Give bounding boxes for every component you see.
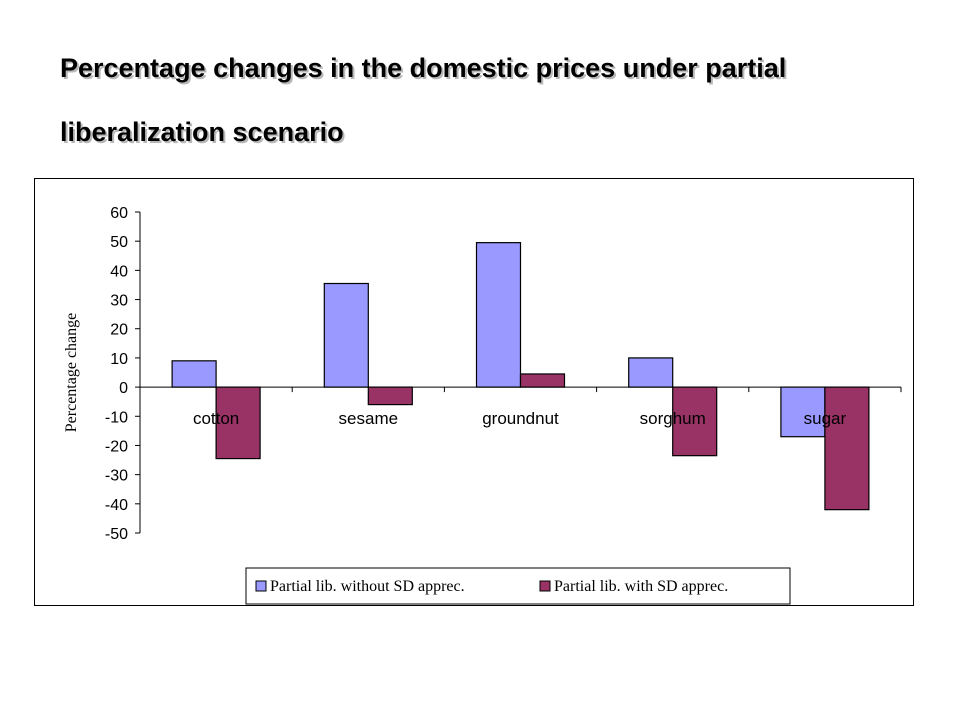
y-tick-label: 0 bbox=[119, 380, 128, 397]
slide-title-line-1: Percentage changes in the domestic price… bbox=[60, 53, 787, 83]
slide-title: Percentage changes in the domestic price… bbox=[60, 36, 920, 164]
y-tick-label: 20 bbox=[110, 322, 128, 339]
bar-sorghum-series-2 bbox=[672, 386, 718, 457]
slide-title-line-2: liberalization scenario bbox=[60, 117, 344, 147]
legend-swatch-1 bbox=[255, 580, 267, 592]
x-category-label: sugar bbox=[804, 409, 847, 428]
bar-sugar-series-1 bbox=[780, 386, 826, 438]
y-axis-title: Percentage change bbox=[63, 313, 80, 432]
y-tick-label: 10 bbox=[110, 351, 128, 368]
legend-label-1: Partial lib. without SD apprec. bbox=[270, 578, 465, 595]
bar-chart: 60 50 40 30 20 10 0 -10 -20 -30 -40 -50 cotton sesame… bbox=[63, 205, 902, 605]
chart-frame: 60 50 40 30 20 10 0 -10 -20 -30 -40 -50 cotton sesame… bbox=[34, 178, 914, 606]
y-tick-label: -10 bbox=[105, 409, 128, 426]
y-tick-label: 50 bbox=[110, 234, 128, 251]
legend-box bbox=[245, 567, 791, 605]
legend-swatch-2 bbox=[539, 580, 551, 592]
y-tick-label: -20 bbox=[105, 438, 128, 455]
bar-cotton-series-1 bbox=[171, 360, 217, 388]
y-tick-label: -30 bbox=[105, 468, 128, 485]
x-category-label: sorghum bbox=[640, 409, 706, 428]
legend-label-2: Partial lib. with SD apprec. bbox=[554, 578, 728, 595]
bar-groundnut-series-1 bbox=[475, 242, 522, 388]
x-category-label: cotton bbox=[193, 409, 239, 428]
x-category-label: sesame bbox=[339, 409, 399, 428]
bar-groundnut-series-2 bbox=[519, 373, 566, 388]
y-tick-label: 60 bbox=[110, 205, 128, 222]
y-tick-label: 30 bbox=[110, 293, 128, 310]
bar-sesame-series-2 bbox=[367, 386, 413, 406]
bar-sesame-series-1 bbox=[323, 282, 369, 388]
x-category-label: groundnut bbox=[482, 409, 559, 428]
y-tick-label: 40 bbox=[110, 263, 128, 280]
bar-sugar-series-2 bbox=[824, 386, 870, 511]
bar-sorghum-series-1 bbox=[628, 357, 674, 388]
y-tick-label: -50 bbox=[105, 526, 128, 543]
bar-cotton-series-2 bbox=[215, 386, 261, 460]
y-tick-label: -40 bbox=[105, 497, 128, 514]
